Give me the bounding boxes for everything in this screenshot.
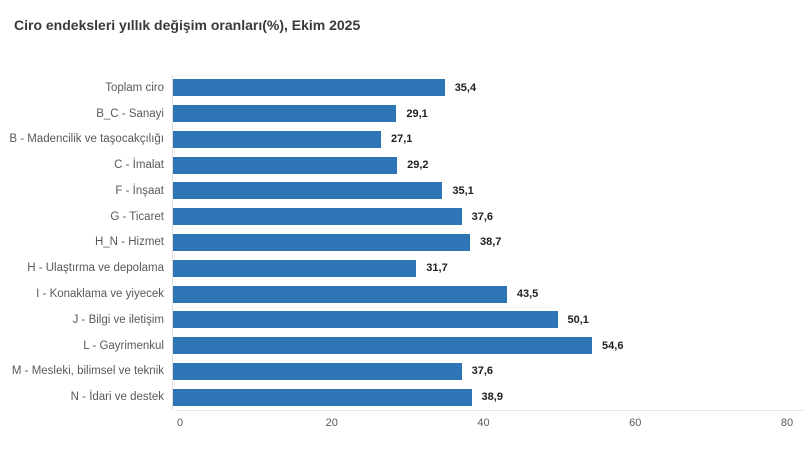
bar-track: 43,5: [172, 281, 787, 307]
bar-track: 35,1: [172, 178, 787, 204]
bar-track: 38,7: [172, 229, 787, 256]
bar-track: 37,6: [172, 203, 787, 230]
value-label: 38,7: [480, 236, 502, 249]
bar: [173, 79, 445, 97]
value-label: 37,6: [471, 210, 493, 223]
category-label: B - Madencilik ve taşocakçılığı: [9, 133, 164, 146]
bar-row: B - Madencilik ve taşocakçılığı 27,1: [0, 126, 787, 153]
bar-track: 27,1: [172, 126, 787, 153]
bar: [173, 311, 558, 329]
category-label: G - Ticaret: [110, 210, 164, 223]
bar: [173, 259, 417, 277]
value-label: 29,1: [406, 107, 428, 120]
value-label: 43,5: [516, 288, 539, 300]
value-label: 31,7: [426, 262, 448, 275]
category-label: I - Konaklama ve yiyecek: [36, 288, 164, 300]
bar: [173, 130, 381, 148]
x-axis-tick-labels: 0 20 40 60 80: [176, 417, 793, 433]
bar-track: 31,7: [172, 255, 787, 282]
bar: [173, 362, 462, 380]
bar: [173, 233, 471, 251]
value-label: 50,1: [567, 313, 589, 326]
x-tick-label: 80: [780, 417, 794, 429]
bar-row: L - Gayrimenkul 54,6: [0, 332, 787, 359]
category-label: H_N - Hizmet: [94, 236, 164, 249]
bar-track: 29,2: [172, 152, 787, 179]
x-axis-line: [176, 410, 804, 411]
category-label: J - Bilgi ve iletişim: [72, 313, 164, 326]
bar-row: Toplam ciro 35,4: [0, 75, 787, 101]
value-label: 29,2: [407, 159, 429, 172]
category-label: L - Gayrimenkul: [83, 339, 164, 352]
category-label: H - Ulaştırma ve depolama: [27, 262, 164, 275]
bar-row: H_N - Hizmet 38,7: [0, 229, 787, 256]
value-label: 38,9: [481, 391, 503, 404]
x-tick-label: 60: [629, 417, 642, 429]
bar: [173, 337, 593, 355]
plot-area: Toplam ciro 35,4 B_C - Sanayi 29,1 B - Maden…: [0, 75, 787, 410]
bar-track: 54,6: [172, 332, 787, 359]
bar-row: J - Bilgi ve iletişim 50,1: [0, 306, 787, 333]
x-tick-label: 0: [176, 417, 184, 429]
value-label: 37,6: [471, 365, 493, 378]
bar: [173, 388, 472, 406]
value-label: 27,1: [390, 133, 413, 146]
bar-row: C - İmalat 29,2: [0, 152, 787, 179]
category-label: M - Mesleki, bilimsel ve teknik: [11, 365, 164, 378]
bar: [173, 182, 443, 200]
category-label: B_C - Sanayi: [96, 107, 164, 120]
category-label: C - İmalat: [114, 159, 164, 172]
bar-track: 50,1: [172, 306, 787, 333]
bar-row: F - İnşaat 35,1: [0, 178, 787, 204]
bar-row: M - Mesleki, bilimsel ve teknik 37,6: [0, 358, 787, 385]
x-tick-label: 40: [477, 417, 490, 429]
x-tick-label: 20: [325, 417, 338, 429]
bar-track: 35,4: [172, 75, 787, 101]
bar: [173, 285, 507, 303]
bar-track: 38,9: [172, 384, 787, 410]
bar-row: H - Ulaştırma ve depolama 31,7: [0, 255, 787, 282]
bar-row: N - İdari ve destek 38,9: [0, 384, 787, 410]
value-label: 35,1: [452, 184, 474, 197]
bar-row: G - Ticaret 37,6: [0, 203, 787, 230]
category-label: N - İdari ve destek: [70, 391, 164, 404]
bar: [173, 156, 398, 174]
category-label: F - İnşaat: [115, 184, 164, 197]
value-label: 54,6: [602, 339, 624, 352]
value-label: 35,4: [454, 81, 477, 94]
category-label: Toplam ciro: [105, 81, 164, 94]
chart-title: Ciro endeksleri yıllık değişim oranları(…: [14, 17, 361, 33]
bar: [173, 105, 397, 123]
bar: [173, 208, 462, 226]
bar-row: B_C - Sanayi 29,1: [0, 100, 787, 127]
bar-track: 37,6: [172, 358, 787, 385]
bar-track: 29,1: [172, 100, 787, 127]
bar-row: I - Konaklama ve yiyecek 43,5: [0, 281, 787, 307]
